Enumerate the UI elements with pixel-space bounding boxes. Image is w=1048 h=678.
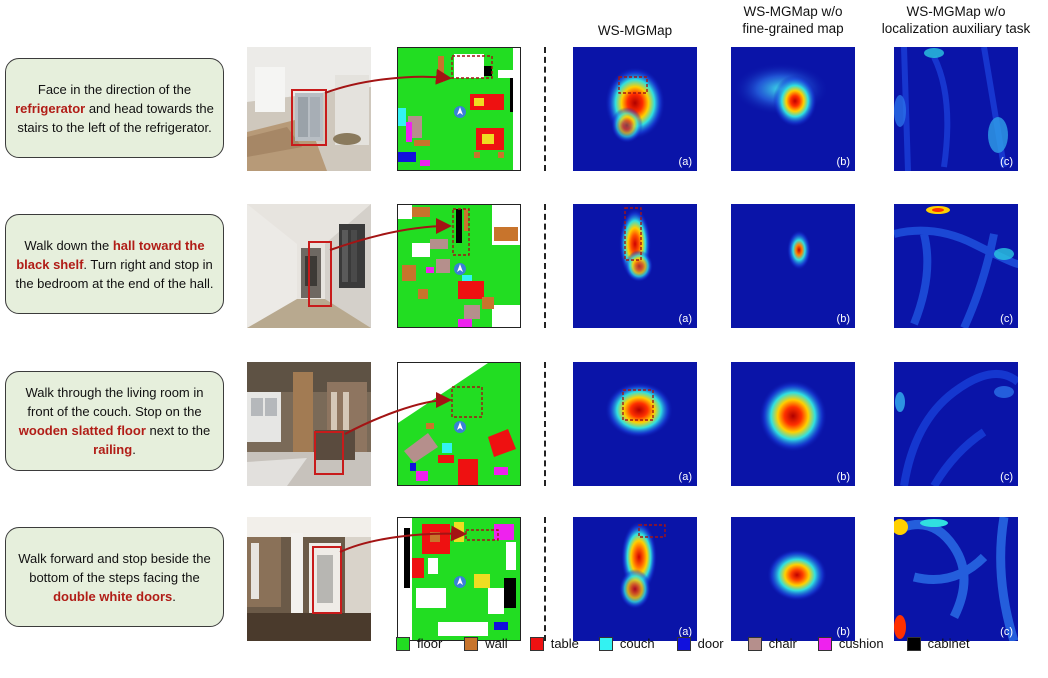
header-no-localization-line1: WS-MGMap w/o: [906, 4, 1006, 19]
highlighted-phrase: double white doors: [53, 588, 173, 604]
panel-tag-a: (a): [678, 626, 692, 638]
legend-label: door: [697, 636, 724, 651]
legend-swatch: [676, 636, 691, 651]
heatmap-no-localization-1: (c): [894, 47, 1018, 171]
scene-photo-4: [247, 517, 371, 641]
heatmap-no-fine-grained-3: (b): [731, 362, 855, 486]
header-no-fine-grained-line2: fine-grained map: [742, 21, 844, 36]
column-separator: [544, 517, 546, 641]
legend-swatch: [598, 636, 613, 651]
legend-item-couch: couch: [598, 636, 655, 651]
instruction-box-2: Walk down the hall toward the black shel…: [5, 214, 224, 314]
instruction-phrase: .: [132, 442, 136, 457]
legend-label: cushion: [838, 636, 884, 651]
instruction-phrase: Walk down the: [24, 237, 113, 253]
panel-tag-c: (c): [1000, 156, 1013, 168]
instruction-text-3: Walk through the living room in front of…: [12, 383, 217, 459]
heatmap-ws-mgmap-2: (a): [573, 204, 697, 328]
panel-tag-a: (a): [678, 471, 692, 483]
column-separator: [544, 362, 546, 486]
column-separator: [544, 204, 546, 328]
instruction-phrase: . Turn right and stop in the bedroom at …: [15, 256, 214, 291]
legend-label: chair: [768, 636, 797, 651]
panel-tag-b: (b): [836, 313, 850, 325]
panel-tag-c: (c): [1000, 471, 1013, 483]
legend-swatch: [906, 636, 921, 651]
header-no-fine-grained: WS-MGMap w/o fine-grained map: [722, 3, 864, 37]
heatmap-ws-mgmap-1: (a): [573, 47, 697, 171]
instruction-box-4: Walk forward and stop beside the bottom …: [5, 527, 224, 627]
heatmap-no-fine-grained-4: (b): [731, 517, 855, 641]
instruction-text-2: Walk down the hall toward the black shel…: [12, 236, 217, 293]
legend-swatch: [529, 636, 544, 651]
legend-item-cushion: cushion: [817, 636, 884, 651]
legend-item-cabinet: cabinet: [906, 636, 970, 651]
heatmap-ws-mgmap-4: (a): [573, 517, 697, 641]
legend-swatch: [817, 636, 832, 651]
instruction-text-4: Walk forward and stop beside the bottom …: [12, 549, 217, 606]
heatmap-ws-mgmap-3: (a): [573, 362, 697, 486]
panel-tag-b: (b): [836, 471, 850, 483]
instruction-phrase: next to the: [145, 423, 211, 438]
heatmap-no-localization-4: (c): [894, 517, 1018, 641]
panel-tag-b: (b): [836, 156, 850, 168]
legend: floor wall table couch door chair cushion cabin…: [396, 636, 970, 651]
heatmap-no-localization-3: (c): [894, 362, 1018, 486]
legend-item-floor: floor: [396, 636, 442, 651]
scene-photo-2: [247, 204, 371, 328]
legend-swatch: [747, 636, 762, 651]
highlighted-phrase: railing: [93, 442, 133, 457]
legend-item-door: door: [676, 636, 724, 651]
header-no-localization-line2: localization auxiliary task: [881, 21, 1031, 36]
legend-swatch: [396, 636, 410, 651]
header-no-localization: WS-MGMap w/o localization auxiliary task: [866, 3, 1046, 37]
heatmap-no-localization-2: (c): [894, 204, 1018, 328]
heatmap-no-fine-grained-1: (b): [731, 47, 855, 171]
instruction-box-3: Walk through the living room in front of…: [5, 371, 224, 471]
legend-label: floor: [417, 636, 443, 651]
panel-tag-c: (c): [1000, 313, 1013, 325]
panel-tag-a: (a): [678, 156, 692, 168]
heatmap-no-fine-grained-2: (b): [731, 204, 855, 328]
semantic-map-3: [397, 362, 521, 486]
instruction-phrase: Walk through the living room in front of…: [25, 385, 204, 419]
header-no-fine-grained-line1: WS-MGMap w/o: [743, 4, 843, 19]
legend-item-wall: wall: [464, 636, 508, 651]
semantic-map-1: [397, 47, 521, 171]
panel-tag-a: (a): [678, 313, 692, 325]
instruction-phrase: and head towards the stairs to the left …: [17, 100, 214, 135]
column-separator: [544, 47, 546, 171]
scene-photo-3: [247, 362, 371, 486]
instruction-box-1: Face in the direction of the refrigerato…: [5, 58, 224, 158]
legend-label: table: [550, 636, 579, 651]
legend-label: wall: [485, 636, 508, 651]
panel-tag-c: (c): [1000, 626, 1013, 638]
semantic-map-2: [397, 204, 521, 328]
panel-tag-b: (b): [836, 626, 850, 638]
instruction-phrase: Walk forward and stop beside the bottom …: [18, 550, 211, 585]
highlighted-phrase: hall toward the black shelf: [16, 237, 205, 272]
legend-label: couch: [619, 636, 655, 651]
instruction-text-1: Face in the direction of the refrigerato…: [12, 80, 217, 137]
header-ws-mgmap: WS-MGMap: [597, 23, 673, 38]
legend-item-chair: chair: [747, 636, 797, 651]
scene-photo-1: [247, 47, 371, 171]
legend-label: cabinet: [927, 636, 970, 651]
semantic-map-4: [397, 517, 521, 641]
legend-item-table: table: [529, 636, 579, 651]
instruction-phrase: Face in the direction of the: [37, 81, 192, 97]
highlighted-phrase: wooden slatted floor: [18, 423, 146, 438]
highlighted-phrase: refrigerator: [15, 100, 86, 116]
instruction-phrase: .: [172, 588, 176, 604]
legend-swatch: [464, 636, 479, 651]
